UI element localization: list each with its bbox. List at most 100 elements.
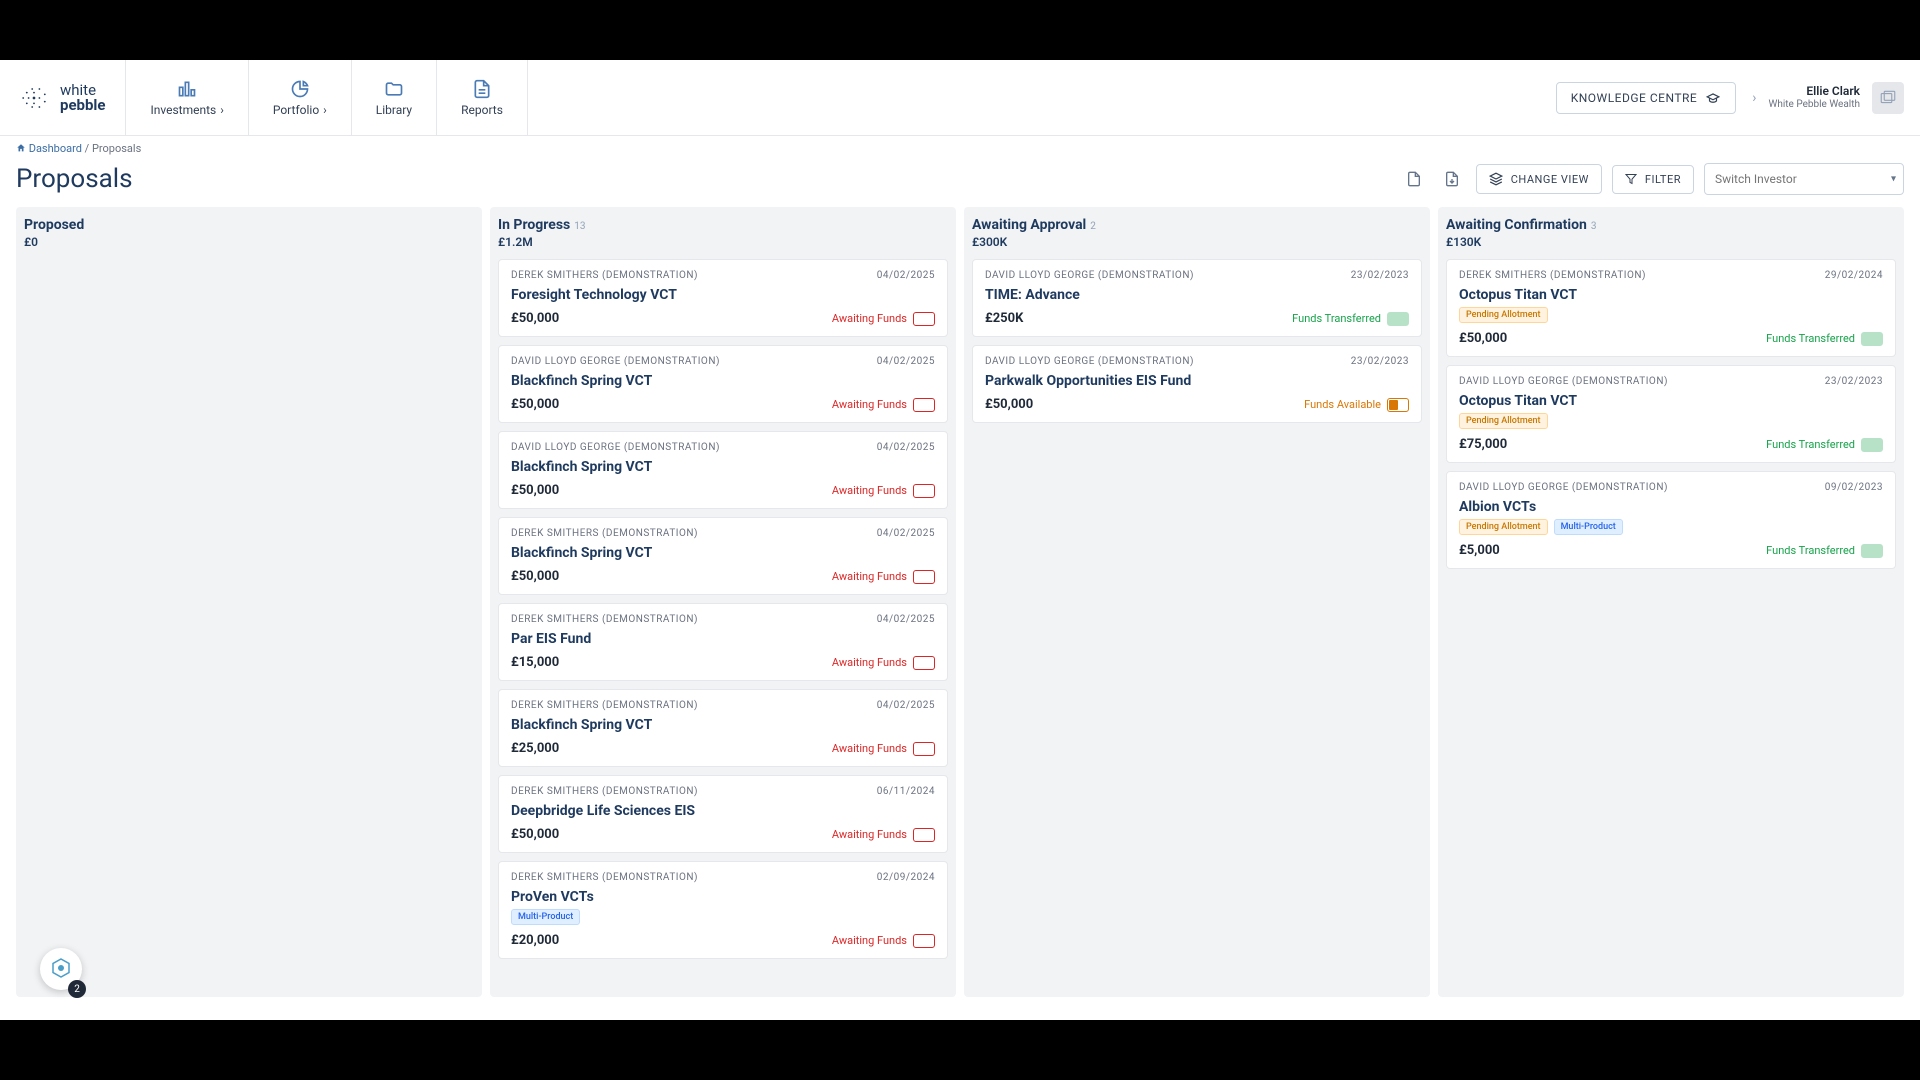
card-amount: £5,000 <box>1459 543 1500 558</box>
proposal-card[interactable]: DAVID LLOYD GEORGE (DEMONSTRATION) 23/02/… <box>1446 365 1896 463</box>
card-date: 23/02/2023 <box>1351 356 1409 367</box>
switch-investor-input[interactable] <box>1704 163 1904 195</box>
card-investor: DEREK SMITHERS (DEMONSTRATION) <box>511 270 698 281</box>
card-title: Blackfinch Spring VCT <box>511 545 935 561</box>
export-doc-button[interactable] <box>1400 165 1428 193</box>
user-name: Ellie Clark <box>1768 84 1860 98</box>
card-status: Awaiting Funds <box>832 934 935 948</box>
status-pill-icon <box>913 570 935 584</box>
cards-icon <box>1876 89 1900 107</box>
status-pill-icon <box>1861 544 1883 558</box>
column-title: Awaiting Approval2 <box>972 217 1422 233</box>
card-amount: £50,000 <box>1459 331 1507 346</box>
card-date: 06/11/2024 <box>877 786 935 797</box>
proposal-card[interactable]: DEREK SMITHERS (DEMONSTRATION)04/02/2025… <box>498 603 948 681</box>
card-date: 29/02/2024 <box>1825 270 1883 281</box>
nav-portfolio[interactable]: Portfolio› <box>249 60 352 135</box>
card-status: Funds Transferred <box>1766 332 1883 346</box>
card-title: Par EIS Fund <box>511 631 935 647</box>
proposal-card[interactable]: DAVID LLOYD GEORGE (DEMONSTRATION)23/02/… <box>972 345 1422 423</box>
card-investor: DAVID LLOYD GEORGE (DEMONSTRATION) <box>511 356 720 367</box>
change-view-button[interactable]: CHANGE VIEW <box>1476 164 1602 194</box>
breadcrumb-dashboard[interactable]: Dashboard <box>29 142 82 155</box>
kanban-board: Proposed£0In Progress13£1.2MDEREK SMITHE… <box>0 207 1920 1013</box>
logo-text: whitepebble <box>60 83 105 113</box>
card-status: Awaiting Funds <box>832 742 935 756</box>
card-date: 23/02/2023 <box>1825 376 1883 387</box>
card-investor: DAVID LLOYD GEORGE (DEMONSTRATION) <box>1459 482 1668 493</box>
card-date: 04/02/2025 <box>877 528 935 539</box>
nav-investments[interactable]: Investments› <box>126 60 248 135</box>
card-status: Awaiting Funds <box>832 828 935 842</box>
card-investor: DEREK SMITHERS (DEMONSTRATION) <box>511 786 698 797</box>
status-pill-icon <box>913 484 935 498</box>
proposal-card[interactable]: DEREK SMITHERS (DEMONSTRATION)04/02/2025… <box>498 689 948 767</box>
proposal-card[interactable]: DEREK SMITHERS (DEMONSTRATION) 02/09/2024… <box>498 861 948 959</box>
help-widget-count: 2 <box>68 980 86 998</box>
proposal-card[interactable]: DEREK SMITHERS (DEMONSTRATION) 04/02/2025… <box>498 517 948 595</box>
proposal-card[interactable]: DAVID LLOYD GEORGE (DEMONSTRATION) 09/02/… <box>1446 471 1896 569</box>
filter-button[interactable]: FILTER <box>1612 165 1694 194</box>
card-amount: £50,000 <box>511 569 559 584</box>
status-pill-icon <box>913 656 935 670</box>
card-amount: £50,000 <box>985 397 1033 412</box>
logo[interactable]: whitepebble <box>16 60 126 135</box>
card-amount: £50,000 <box>511 483 559 498</box>
card-investor: DEREK SMITHERS (DEMONSTRATION) <box>511 872 698 883</box>
file-icon <box>1406 170 1422 188</box>
filter-icon <box>1625 173 1637 185</box>
card-amount: £15,000 <box>511 655 559 670</box>
chevron-right-icon: › <box>1752 90 1756 106</box>
card-status: Awaiting Funds <box>832 398 935 412</box>
card-status: Funds Available <box>1304 398 1409 412</box>
card-investor: DEREK SMITHERS (DEMONSTRATION) <box>511 528 698 539</box>
switch-investor[interactable]: ▾ <box>1704 163 1904 195</box>
card-title: Octopus Titan VCT <box>1459 393 1883 409</box>
card-date: 09/02/2023 <box>1825 482 1883 493</box>
card-status: Awaiting Funds <box>832 656 935 670</box>
chevron-down-icon: ▾ <box>1891 174 1896 185</box>
proposal-card[interactable]: DEREK SMITHERS (DEMONSTRATION) 06/11/2024… <box>498 775 948 853</box>
status-pill-icon <box>1861 438 1883 452</box>
column-awaiting-confirmation: Awaiting Confirmation3 £130K DEREK SMITHER… <box>1438 207 1904 997</box>
card-date: 04/02/2025 <box>877 614 935 625</box>
proposal-card[interactable]: DAVID LLOYD GEORGE (DEMONSTRATION)04/02/… <box>498 431 948 509</box>
card-title: Blackfinch Spring VCT <box>511 717 935 733</box>
card-title: TIME: Advance <box>985 287 1409 303</box>
badge: Multi-Product <box>1554 519 1623 535</box>
card-amount: £250K <box>985 311 1023 326</box>
card-title: ProVen VCTs <box>511 889 935 905</box>
column-subtotal: £130K <box>1446 235 1896 249</box>
card-title: Albion VCTs <box>1459 499 1883 515</box>
card-status: Funds Transferred <box>1766 438 1883 452</box>
card-investor: DAVID LLOYD GEORGE (DEMONSTRATION) <box>1459 376 1668 387</box>
card-date: 04/02/2025 <box>877 356 935 367</box>
user-menu[interactable]: › Ellie Clark White Pebble Wealth <box>1752 82 1904 114</box>
card-status: Awaiting Funds <box>832 312 935 326</box>
main-nav: Investments›Portfolio›LibraryReports <box>126 60 527 135</box>
card-amount: £50,000 <box>511 311 559 326</box>
card-amount: £75,000 <box>1459 437 1507 452</box>
knowledge-centre-button[interactable]: KNOWLEDGE CENTRE <box>1556 82 1737 114</box>
card-date: 23/02/2023 <box>1351 270 1409 281</box>
card-title: Parkwalk Opportunities EIS Fund <box>985 373 1409 389</box>
export-sheet-button[interactable] <box>1438 165 1466 193</box>
file-export-icon <box>1444 170 1460 188</box>
nav-reports[interactable]: Reports <box>437 60 528 135</box>
column-subtotal: £0 <box>24 235 474 249</box>
proposal-card[interactable]: DAVID LLOYD GEORGE (DEMONSTRATION) 04/02/… <box>498 345 948 423</box>
column-title: Awaiting Confirmation3 <box>1446 217 1896 233</box>
card-investor: DEREK SMITHERS (DEMONSTRATION) <box>511 700 698 711</box>
page-title: Proposals <box>16 164 133 194</box>
proposal-card[interactable]: DEREK SMITHERS (DEMONSTRATION)04/02/2025… <box>498 259 948 337</box>
status-pill-icon <box>913 398 935 412</box>
card-amount: £50,000 <box>511 397 559 412</box>
proposal-card[interactable]: DAVID LLOYD GEORGE (DEMONSTRATION)23/02/… <box>972 259 1422 337</box>
card-title: Octopus Titan VCT <box>1459 287 1883 303</box>
column-subtotal: £300K <box>972 235 1422 249</box>
card-status: Awaiting Funds <box>832 570 935 584</box>
card-date: 02/09/2024 <box>877 872 935 883</box>
nav-library[interactable]: Library <box>352 60 437 135</box>
avatar <box>1872 82 1904 114</box>
proposal-card[interactable]: DEREK SMITHERS (DEMONSTRATION)29/02/2024… <box>1446 259 1896 357</box>
